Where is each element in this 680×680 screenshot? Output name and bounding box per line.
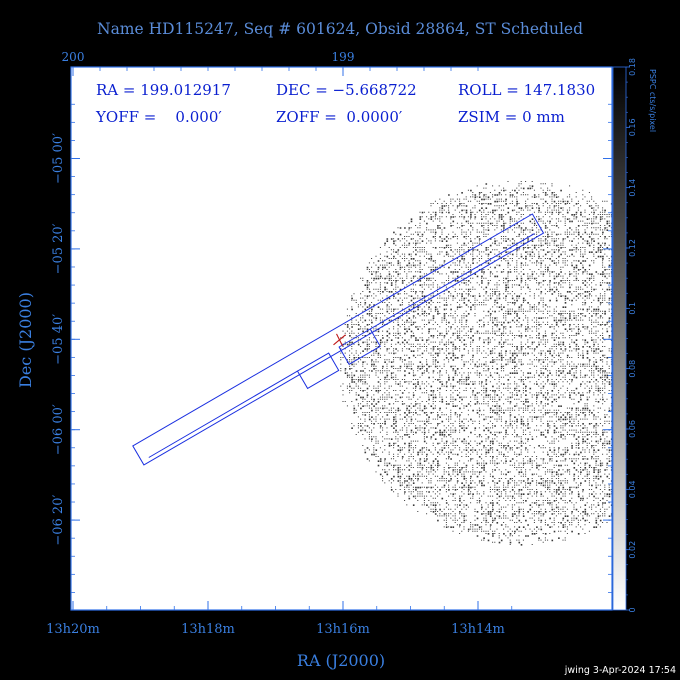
x-tick-label: 13h18m <box>181 622 235 637</box>
x-top-tick-label: 200 <box>62 50 85 64</box>
colorbar-tick-label: 0.04 <box>628 480 637 498</box>
chart-title: Name HD115247, Seq # 601624, Obsid 28864… <box>97 20 583 38</box>
acis-s-array <box>132 213 545 466</box>
detector-layout <box>132 213 545 466</box>
x-axis-label: RA (J2000) <box>297 651 385 670</box>
y-axis-label: Dec (J2000) <box>16 292 35 388</box>
colorbar-tick-label: 0.16 <box>628 118 637 136</box>
colorbar-gradient <box>613 67 626 610</box>
y-tick-label: −05 20′ <box>51 223 66 274</box>
ra-readout: RA = 199.012917 <box>96 81 231 99</box>
aimpoint-marker-cross <box>336 333 344 347</box>
aimpoint-layer <box>333 333 346 347</box>
y-tick-label: −06 00′ <box>51 404 66 455</box>
x-tick-label: 13h16m <box>316 622 370 637</box>
acis-s-inner-b <box>369 233 535 330</box>
dec-readout: DEC = −5.668722 <box>276 81 417 99</box>
zsim-readout: ZSIM = 0 mm <box>458 108 565 126</box>
y-tick-label: −06 20′ <box>51 495 66 546</box>
plot-area <box>70 66 613 611</box>
axis-ticks: 13h20m 13h18m 13h16m 13h14m 200 199 −05 00′ −05… <box>46 50 612 637</box>
y-tick-label: −05 40′ <box>51 314 66 365</box>
footer-stamp: jwing 3-Apr-2024 17:54 <box>564 665 676 676</box>
y-tick-label: −05 00′ <box>51 133 66 184</box>
colorbar-tick-label: 0.06 <box>628 420 637 438</box>
colorbar-tick-label: 0.18 <box>628 58 637 76</box>
x-top-tick-label: 199 <box>332 50 355 64</box>
pspc-counts <box>340 181 612 546</box>
roll-readout: ROLL = 147.1830 <box>458 81 595 99</box>
colorbar-ticks: 0 0.02 0.04 0.06 0.08 0.1 0.12 0.14 0.16 0.18 <box>626 58 637 613</box>
colorbar-label: PSPC cts/s/pixel <box>648 69 657 132</box>
colorbar-tick-label: 0.14 <box>628 179 637 197</box>
x-tick-label: 13h14m <box>451 622 505 637</box>
acis-chip-gap-b <box>338 328 381 365</box>
zoff-readout: ZOFF = 0.0000′ <box>276 108 403 126</box>
acis-chip-gap-a <box>296 352 340 390</box>
colorbar-tick-label: 0.12 <box>628 239 637 257</box>
colorbar-tick-label: 0 <box>628 607 637 612</box>
yoff-readout: YOFF = 0.000′ <box>95 108 222 126</box>
x-tick-label: 13h20m <box>46 622 100 637</box>
colorbar: 0 0.02 0.04 0.06 0.08 0.1 0.12 0.14 0.16 0.18 PSP… <box>612 58 657 613</box>
pointing-info: RA = 199.012917 DEC = −5.668722 ROLL = 1… <box>95 81 595 126</box>
plot-frame <box>70 66 613 611</box>
colorbar-tick-label: 0.1 <box>628 302 637 315</box>
colorbar-tick-label: 0.02 <box>628 541 637 559</box>
colorbar-tick-label: 0.08 <box>628 360 637 378</box>
pspc-image <box>340 181 612 546</box>
